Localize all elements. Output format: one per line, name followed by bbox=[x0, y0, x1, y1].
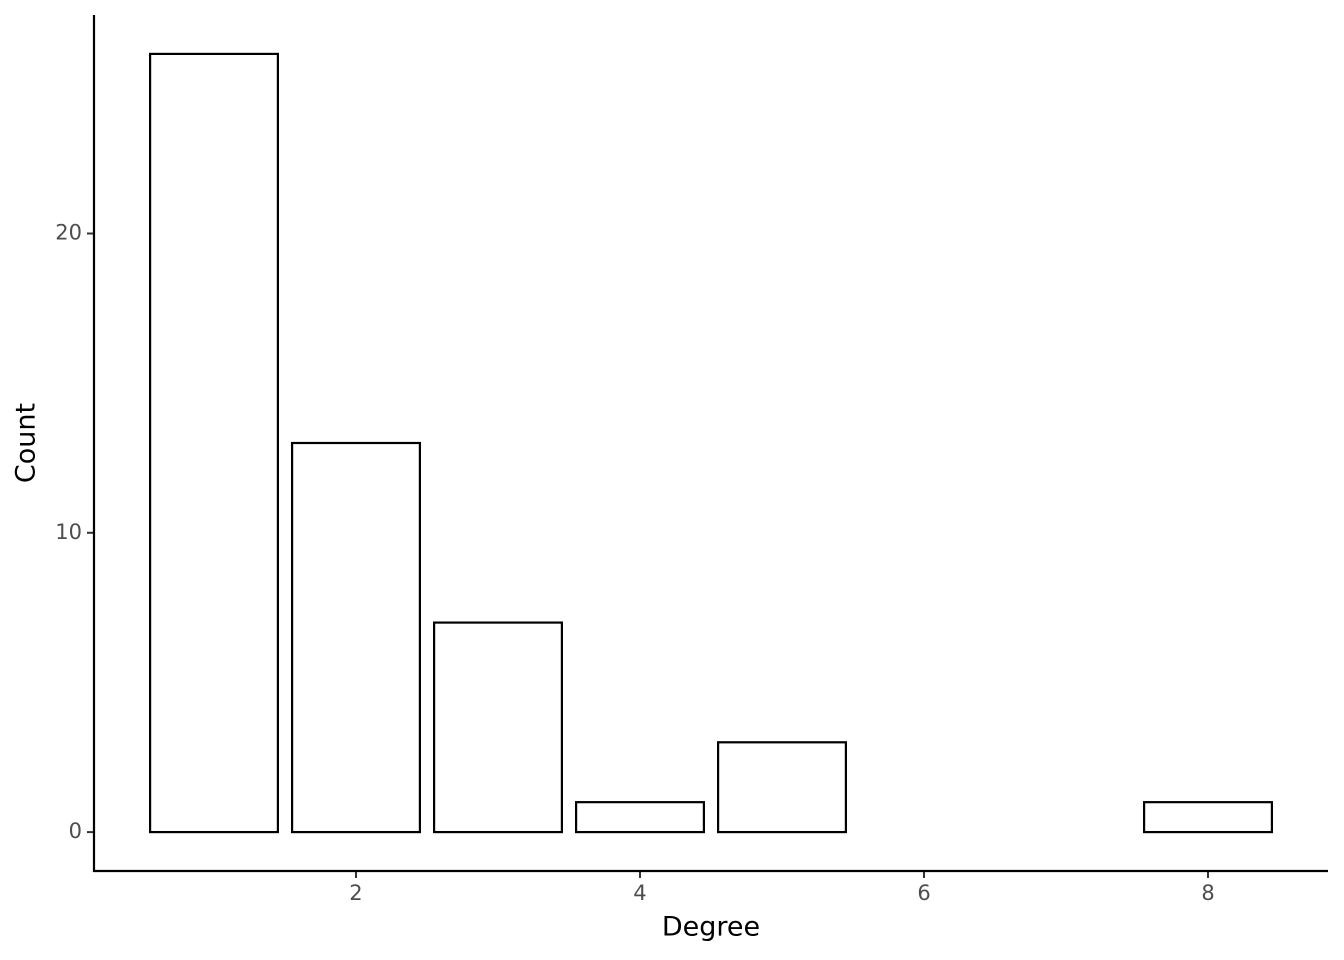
y-axis-title: Count bbox=[11, 403, 42, 483]
x-tick-label: 6 bbox=[917, 881, 930, 905]
x-tick-label: 2 bbox=[349, 881, 362, 905]
bar bbox=[148, 52, 279, 834]
y-tick-label: 10 bbox=[55, 520, 82, 544]
x-tick-label: 8 bbox=[1201, 881, 1214, 905]
y-tick-label: 20 bbox=[55, 220, 82, 244]
y-tick-label: 0 bbox=[69, 819, 82, 843]
bar bbox=[432, 621, 563, 834]
bar bbox=[1143, 801, 1274, 834]
bar bbox=[290, 441, 421, 834]
x-axis-title: Degree bbox=[662, 912, 760, 943]
bar bbox=[574, 801, 705, 834]
bar bbox=[717, 741, 848, 834]
x-tick-label: 4 bbox=[633, 881, 646, 905]
